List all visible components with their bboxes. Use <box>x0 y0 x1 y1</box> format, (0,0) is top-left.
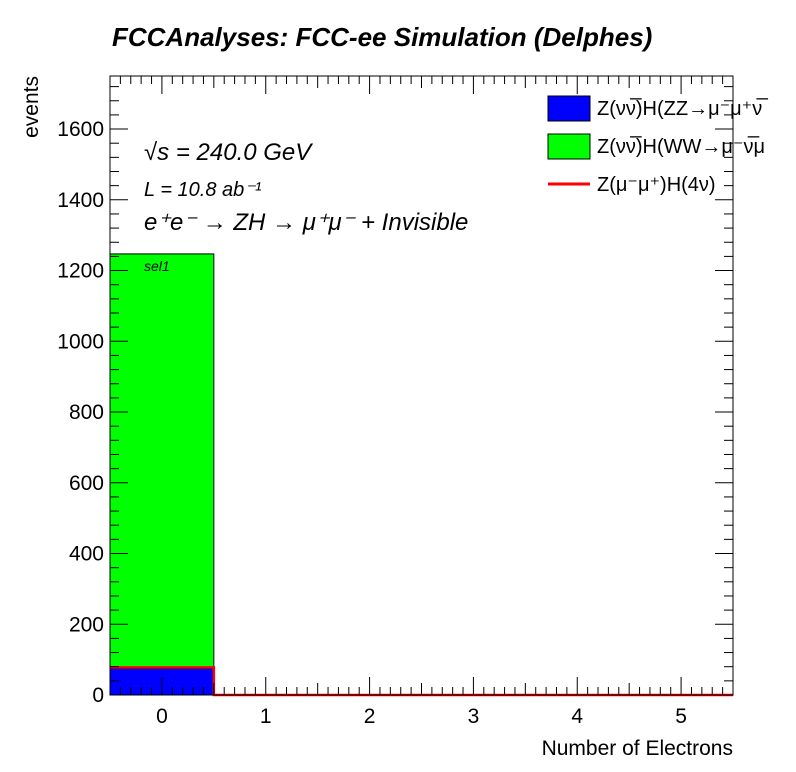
y-tick-label: 200 <box>69 613 104 636</box>
x-axis-label: Number of Electrons <box>542 737 733 760</box>
sqrt-s-annotation: √s = 240.0 GeV <box>144 139 313 166</box>
histogram-bars <box>109 253 215 696</box>
y-axis-label: events <box>20 76 43 138</box>
y-tick-label: 600 <box>69 472 104 495</box>
y-tick-label: 1400 <box>57 189 104 212</box>
y-tick-label: 800 <box>69 401 104 424</box>
selection-label: sel1 <box>144 258 170 274</box>
y-tick-label: 0 <box>92 684 104 707</box>
legend-label-1: Z(νν̅)H(WW→μ⁻ν̅μ <box>597 135 765 158</box>
x-axis-ticks: 0 1 2 3 4 5 <box>109 76 734 728</box>
x-tick-label: 2 <box>364 705 376 728</box>
x-tick-label: 5 <box>675 705 687 728</box>
legend: Z(νν̅)H(ZZ→μ⁻μ⁺ν̅ Z(νν̅)H(WW→μ⁻ν̅μ Z(μ⁻μ⁺)… <box>547 95 768 196</box>
y-tick-label: 1600 <box>57 118 104 141</box>
y-tick-label: 1200 <box>57 260 104 283</box>
x-tick-label: 4 <box>571 705 583 728</box>
y-tick-label: 400 <box>69 543 104 566</box>
x-tick-label: 3 <box>468 705 480 728</box>
x-tick-label: 0 <box>156 705 168 728</box>
chart-title: FCCAnalyses: FCC-ee Simulation (Delphes) <box>112 22 652 52</box>
luminosity-annotation: L = 10.8 ab⁻¹ <box>144 179 262 201</box>
bar-series-1-bin-0 <box>109 253 215 669</box>
y-axis-ticks: 0 200 400 600 800 1000 1200 1400 1600 <box>57 86 733 707</box>
legend-label-2: Z(μ⁻μ⁺)H(4ν) <box>597 174 716 196</box>
y-tick-label: 1000 <box>57 330 104 353</box>
legend-swatch-0 <box>547 95 591 122</box>
x-tick-label: 1 <box>260 705 272 728</box>
legend-label-0: Z(νν̅)H(ZZ→μ⁻μ⁺ν̅ <box>597 97 768 120</box>
legend-swatch-1 <box>547 133 591 160</box>
process-annotation: e⁺e⁻ → ZH → μ⁺μ⁻ + Invisible <box>144 209 468 236</box>
